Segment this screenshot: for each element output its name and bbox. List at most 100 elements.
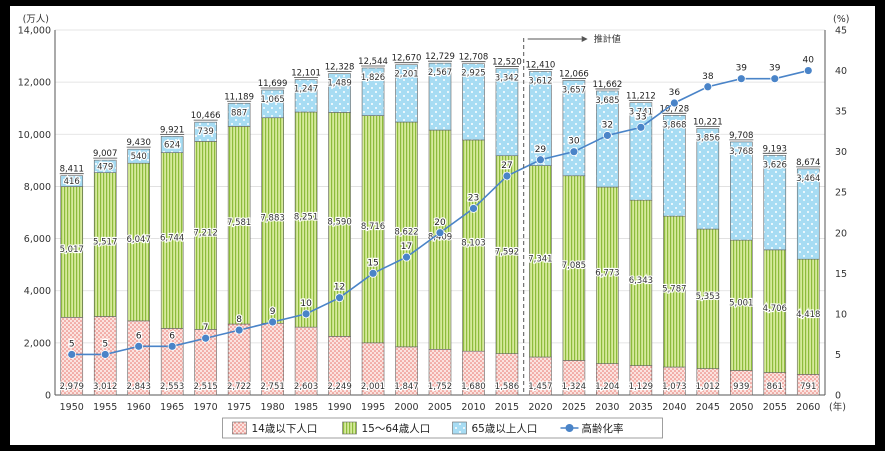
y-right-tick-label: 15 — [835, 269, 847, 280]
bar-value-label: 2,603 — [294, 382, 318, 392]
bar-value-label: 7,883 — [260, 214, 284, 224]
bar-total-label: 12,101 — [291, 69, 321, 79]
bar-value-label: 2,925 — [461, 69, 485, 79]
aging-rate-point — [770, 74, 780, 84]
aging-rate-point — [402, 252, 411, 262]
bar-value-label: 2,567 — [428, 68, 452, 78]
x-tick-label: 2030 — [595, 402, 619, 413]
bar-value-label: 3,856 — [696, 134, 720, 144]
bar-value-label: 6,343 — [629, 276, 653, 286]
aging-rate-label: 23 — [468, 193, 479, 203]
aging-rate-label: 40 — [803, 56, 815, 66]
bar-value-label: 1,065 — [260, 95, 284, 105]
bar-value-label: 939 — [733, 382, 749, 392]
aging-rate-point — [536, 155, 545, 165]
bar-value-label: 8,622 — [394, 227, 418, 237]
bar-value-label: 1,680 — [461, 382, 485, 392]
bar-segment-elderly — [529, 71, 552, 166]
bar-segment-elderly — [227, 102, 251, 127]
x-tick-label: 1990 — [327, 402, 351, 413]
x-tick-label: 1950 — [60, 402, 84, 413]
legend-label: 高齢化率 — [582, 422, 624, 435]
x-tick-label: 1975 — [227, 402, 251, 413]
aging-rate-point — [569, 147, 579, 157]
legend-swatch — [342, 421, 357, 435]
bar-total-label: 9,007 — [93, 149, 117, 159]
chart-panel: 0 2,000 4,000 6,000 8,000 10,000 12,000 14,000 0… — [10, 6, 875, 445]
bar-value-label: 8,103 — [461, 239, 485, 249]
aging-rate-point — [100, 350, 110, 359]
aging-rate-point — [669, 98, 679, 108]
bar-value-label: 2,979 — [60, 382, 84, 392]
projection-label: 推計値 — [594, 33, 621, 45]
bar-value-label: 3,868 — [662, 120, 686, 130]
y-left-tick-label: 2,000 — [24, 338, 51, 349]
bar-labels: 2,979 5,017 416 8,411 3,012 5,517 479 9,007 2,84… — [58, 52, 821, 393]
bar-value-label: 1,489 — [327, 79, 351, 89]
aging-rate-point — [736, 74, 746, 84]
bar-segment-elderly — [495, 68, 519, 157]
bar-value-label: 3,768 — [729, 147, 753, 157]
bar-value-label: 739 — [198, 127, 214, 137]
population-chart: 0 2,000 4,000 6,000 8,000 10,000 12,000 14,000 0… — [18, 14, 849, 439]
y-right-unit: (%) — [833, 14, 849, 25]
aging-rate-label: 33 — [635, 112, 646, 122]
aging-rate-point — [268, 317, 278, 327]
aging-rate-label: 8 — [236, 315, 242, 325]
bar-value-label: 1,073 — [662, 382, 686, 392]
bar-value-label: 5,001 — [729, 298, 753, 308]
aging-rate-point — [368, 268, 378, 278]
bar-value-label: 8,716 — [361, 222, 385, 232]
aging-rate-label: 6 — [136, 331, 142, 341]
bar-total-label: 11,212 — [626, 92, 656, 102]
y-left-tick-label: 12,000 — [18, 78, 51, 89]
bar-value-label: 791 — [800, 382, 816, 392]
aging-rate-label: 5 — [102, 339, 108, 349]
bar-value-label: 4,418 — [796, 310, 820, 320]
bar-total-label: 9,430 — [127, 138, 151, 148]
aging-rate-point — [636, 122, 646, 132]
aging-rate-label: 9 — [270, 307, 276, 317]
bar-total-label: 12,670 — [392, 54, 422, 64]
bar-value-label: 1,457 — [528, 382, 552, 392]
bar-segment-elderly — [730, 141, 753, 241]
bar-segment-elderly — [428, 62, 452, 131]
y-right-tick-label: 5 — [835, 350, 841, 361]
bar-value-label: 7,212 — [193, 228, 217, 238]
bar-total-label: 12,410 — [526, 60, 556, 70]
bar-value-label: 3,626 — [763, 160, 787, 170]
bar-value-label: 5,787 — [662, 285, 686, 295]
bar-value-label: 1,247 — [294, 85, 318, 95]
bar-value-label: 5,517 — [93, 238, 117, 248]
bar-segment-elderly — [194, 121, 217, 142]
bar-value-label: 5,353 — [696, 292, 720, 302]
y-right-tick-label: 25 — [835, 188, 847, 199]
legend-box — [222, 417, 663, 439]
aging-rate-point — [335, 293, 344, 303]
y-left-tick-label: 10,000 — [18, 130, 51, 141]
bar-segment-elderly — [395, 64, 418, 123]
bar-value-label: 4,706 — [763, 304, 787, 314]
bar-value-label: 6,773 — [595, 268, 619, 278]
bar-value-label: 7,581 — [227, 218, 251, 228]
y-left-tick-label: 6,000 — [24, 234, 51, 245]
aging-rate-point — [134, 341, 144, 351]
bar-segment-elderly — [160, 136, 184, 153]
aging-rate-label: 29 — [535, 145, 547, 155]
x-tick-label: 1955 — [93, 402, 117, 413]
x-tick-label: 2045 — [696, 402, 720, 413]
bar-segment-elderly — [261, 89, 284, 119]
aging-rate-label: 15 — [367, 258, 378, 268]
bar-segment-elderly — [663, 115, 686, 217]
bar-total-label: 12,708 — [459, 53, 489, 63]
x-tick-label: 2055 — [763, 402, 787, 413]
bar-value-label: 3,012 — [93, 382, 117, 392]
y-right-tick-label: 20 — [835, 228, 847, 239]
bar-value-label: 1,324 — [562, 382, 586, 392]
y-left-tick-label: 4,000 — [24, 286, 51, 297]
aging-rate-line: 5 5 6 6 7 8 9 10 12 15 17 20 23 27 29 30 32 33 36 38 39 39 40 — [67, 54, 815, 359]
x-tick-label: 2060 — [796, 402, 820, 413]
aging-rate-label: 17 — [401, 242, 412, 252]
aging-rate-label: 38 — [702, 72, 714, 82]
